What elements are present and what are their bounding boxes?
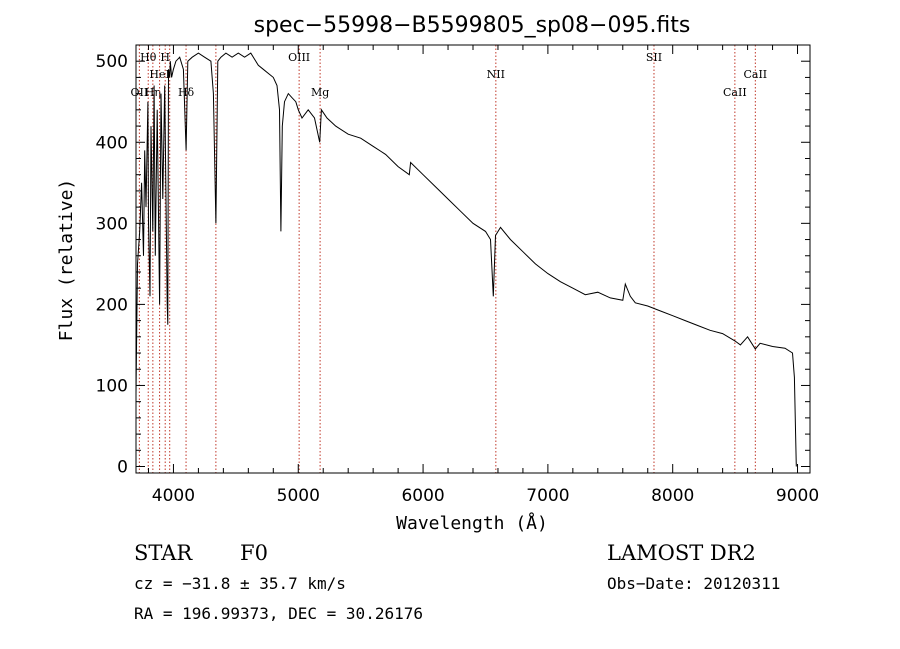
survey-name: LAMOST DR2 xyxy=(607,541,756,565)
obs-date-text: Obs−Date: 20120311 xyxy=(607,574,780,593)
line-marker-label-6: Hδ xyxy=(178,86,195,99)
line-marker-label-4: H xyxy=(160,51,170,64)
line-marker-label-8: OIII xyxy=(288,51,310,64)
y-tick-label-3: 300 xyxy=(96,214,128,234)
line-markers: OII Hθ Hη HeI H Hδ OIII Mg NII SII CaII CaII xyxy=(131,45,767,473)
coords-text: RA = 196.99373, DEC = 30.26176 xyxy=(134,604,423,623)
x-tick-label-2: 6000 xyxy=(401,486,444,506)
y-tick-label-4: 400 xyxy=(96,133,128,153)
object-class: STAR xyxy=(134,541,193,565)
line-marker-label-2: Hη xyxy=(145,86,161,99)
x-axis-label: Wavelength (Å) xyxy=(396,512,548,534)
y-tick-label-2: 200 xyxy=(96,295,128,315)
x-tick-label-1: 5000 xyxy=(277,486,320,506)
line-marker-label-9: Mg xyxy=(311,86,329,99)
y-tick-label-1: 100 xyxy=(96,376,128,396)
y-tick-label-5: 500 xyxy=(96,52,128,72)
x-tick-label-3: 7000 xyxy=(526,486,569,506)
redshift-text: cz = −31.8 ± 35.7 km/s xyxy=(134,574,346,593)
line-marker-label-0: OII xyxy=(131,86,149,99)
line-marker-label-11: SII xyxy=(646,51,662,64)
x-tick-label-4: 8000 xyxy=(651,486,694,506)
plot-frame xyxy=(135,44,811,474)
y-tick-label-0: 0 xyxy=(117,458,128,478)
line-marker-label-13: CaII xyxy=(743,68,767,81)
line-marker-label-1: Hθ xyxy=(140,51,157,64)
x-tick-label-0: 4000 xyxy=(152,486,195,506)
spectrum-series xyxy=(135,52,797,467)
line-marker-label-12: CaII xyxy=(723,86,747,99)
line-marker-label-10: NII xyxy=(487,68,505,81)
object-subclass: F0 xyxy=(240,541,268,565)
x-axis-ticks: 4000 5000 6000 7000 8000 9000 xyxy=(147,45,819,506)
x-tick-label-5: 9000 xyxy=(776,486,819,506)
line-marker-label-3: HeI xyxy=(149,68,169,81)
y-axis-label: Flux (relative) xyxy=(56,179,77,342)
chart-title: spec−55998−B5599805_sp08−095.fits xyxy=(254,13,691,38)
y-axis-ticks: 0 100 200 300 400 500 xyxy=(96,52,810,478)
